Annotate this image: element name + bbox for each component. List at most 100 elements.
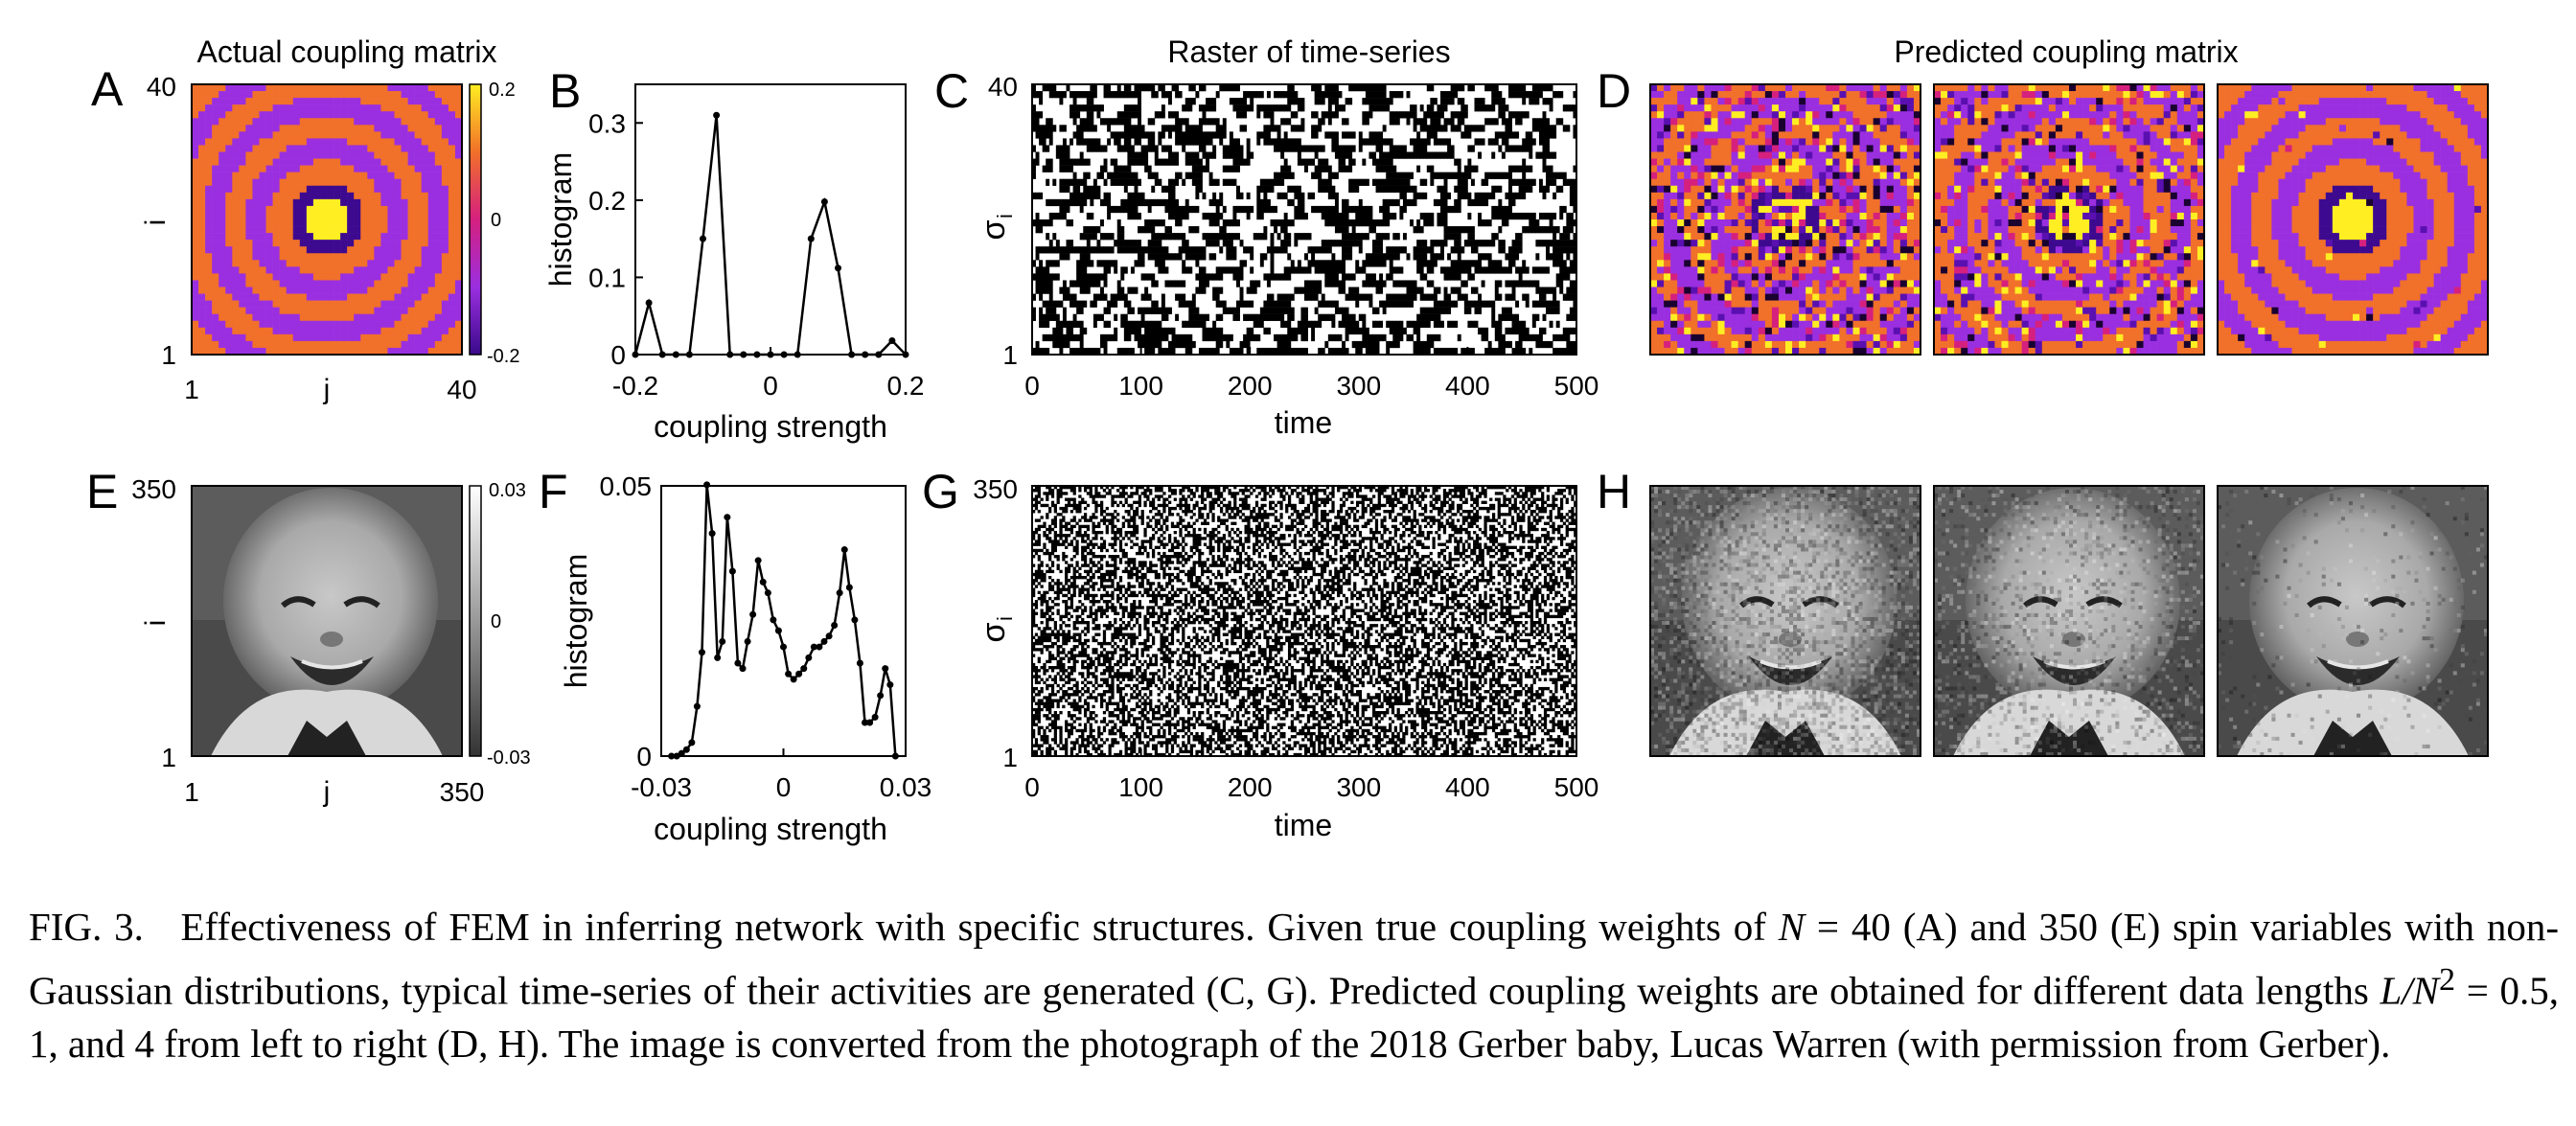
- histogram-point: [794, 351, 801, 358]
- caption-math-ln: L/N: [2380, 969, 2439, 1013]
- x-tick-label: 0.03: [880, 772, 932, 802]
- time-tick-label: 100: [1118, 371, 1163, 401]
- y-axis-label-g: σ i: [976, 616, 1017, 642]
- histogram-point: [862, 351, 869, 358]
- histogram-point: [831, 622, 839, 630]
- histogram-point: [724, 514, 731, 521]
- time-tick-label: 500: [1554, 371, 1599, 401]
- time-tick-label: 200: [1228, 371, 1273, 401]
- y-tick-label: 0.2: [588, 186, 626, 216]
- panel-label-h: H: [1597, 465, 1631, 518]
- panel-c-title: Raster of time-series: [1167, 34, 1450, 69]
- time-tick-label: 200: [1228, 772, 1273, 802]
- histogram-point: [700, 235, 706, 242]
- panel-label-d: D: [1597, 64, 1631, 118]
- sigma-subscript: i: [993, 214, 1017, 218]
- histogram-point: [708, 530, 716, 538]
- histogram-point: [739, 665, 747, 673]
- y-tick-label: 0.3: [588, 108, 626, 138]
- histogram-point: [693, 702, 701, 710]
- histogram-point: [714, 654, 722, 661]
- x-tick-label: 0: [763, 371, 778, 401]
- x-tick-right: 40: [447, 375, 476, 404]
- histogram-point: [820, 197, 828, 205]
- histogram-point: [780, 351, 788, 358]
- y-tick-bottom-c: 1: [1002, 340, 1018, 370]
- y-axis-label-e: i: [140, 620, 172, 627]
- histogram-chart-b: -0.2 0 0.200.10.20.3: [588, 108, 924, 401]
- histogram-point: [825, 632, 833, 640]
- time-tick-label: 100: [1118, 772, 1163, 802]
- histogram-point: [678, 749, 685, 757]
- figure-3: A Actual coupling matrix 40 1 i 1 j 40 0…: [86, 34, 2489, 846]
- time-tick-label: 400: [1445, 371, 1490, 401]
- predicted-matrix-1: [1650, 84, 1921, 356]
- histogram-point: [836, 589, 843, 597]
- y-tick-bottom: 1: [161, 340, 176, 370]
- panel-label-a: A: [91, 62, 124, 116]
- histogram-point: [672, 351, 679, 358]
- x-tick-label: 0.2: [887, 371, 925, 401]
- y-tick-top: 40: [147, 72, 176, 102]
- sigma-subscript-g: i: [993, 616, 1017, 621]
- colorbar-tick-min-e: -0.03: [487, 747, 531, 769]
- caption-math-sup: 2: [2439, 962, 2455, 998]
- panel-a-title: Actual coupling matrix: [196, 34, 496, 69]
- sigma-symbol: σ: [976, 219, 1012, 240]
- raster-g: [1032, 486, 1577, 757]
- caption-label: FIG. 3.: [29, 905, 144, 949]
- plot-frame-f: [660, 485, 907, 757]
- histogram-point: [713, 111, 721, 119]
- histogram-point: [658, 351, 666, 358]
- raster-c: [1032, 84, 1577, 356]
- predicted-matrix-2: [1934, 84, 2205, 356]
- panel-d-title: Predicted coupling matrix: [1894, 34, 2238, 69]
- histogram-point: [719, 637, 726, 645]
- x-axis-label-c: time: [1275, 405, 1332, 440]
- x-tick-label: -0.03: [631, 772, 692, 802]
- caption-text-2: = 40 (A) and 350 (E) spin variables with…: [29, 905, 2559, 1013]
- sigma-symbol-g: σ: [976, 622, 1012, 642]
- colorbar-tick-max: 0.2: [489, 80, 516, 101]
- histogram-point: [740, 351, 748, 358]
- colorbar-tick-max-e: 0.03: [489, 480, 526, 501]
- panel-label-f: F: [539, 465, 568, 518]
- baby-photo-matrix: [192, 486, 462, 756]
- histogram-point: [668, 752, 676, 760]
- histogram-line: [633, 115, 907, 356]
- histogram-point: [764, 589, 771, 597]
- y-tick-label: 0.05: [600, 471, 653, 501]
- panel-label-g: G: [922, 465, 959, 518]
- histogram-point: [673, 752, 680, 760]
- histogram-point: [877, 692, 885, 700]
- histogram-line: [671, 484, 897, 758]
- histogram-point: [744, 637, 751, 645]
- x-axis-label-b: coupling strength: [654, 409, 887, 444]
- histogram-point: [754, 557, 762, 564]
- panel-label-b: B: [549, 64, 581, 118]
- time-tick-label: 500: [1554, 772, 1599, 802]
- histogram-point: [749, 610, 757, 618]
- x-ticks-g: 0 100 200 300 400 500: [1024, 748, 1598, 802]
- histogram-point: [856, 659, 863, 667]
- y-tick-label: 0.1: [588, 263, 626, 292]
- histogram-point: [891, 752, 899, 760]
- time-tick-label: 300: [1336, 371, 1381, 401]
- colorbar-e: [469, 485, 482, 757]
- histogram-point: [882, 665, 889, 673]
- histogram-point: [807, 235, 815, 242]
- time-tick-label: 0: [1024, 772, 1040, 802]
- coupling-matrix-actual: [192, 84, 463, 356]
- histogram-point: [810, 643, 817, 651]
- time-tick-label: 400: [1445, 772, 1490, 802]
- y-axis-label-c: σ i: [976, 214, 1017, 240]
- prediction-noise: [1650, 486, 2488, 756]
- panel-label-e: E: [86, 465, 118, 518]
- histogram-point: [726, 351, 734, 358]
- x-tick-left-e: 1: [184, 777, 199, 807]
- y-tick-label: 0: [636, 742, 652, 771]
- panel-c: C Raster of time-series 40 1 σ i 0 100 200…: [934, 34, 1598, 440]
- y-tick-top-e: 350: [131, 474, 176, 504]
- y-tick-top-c: 40: [988, 72, 1018, 102]
